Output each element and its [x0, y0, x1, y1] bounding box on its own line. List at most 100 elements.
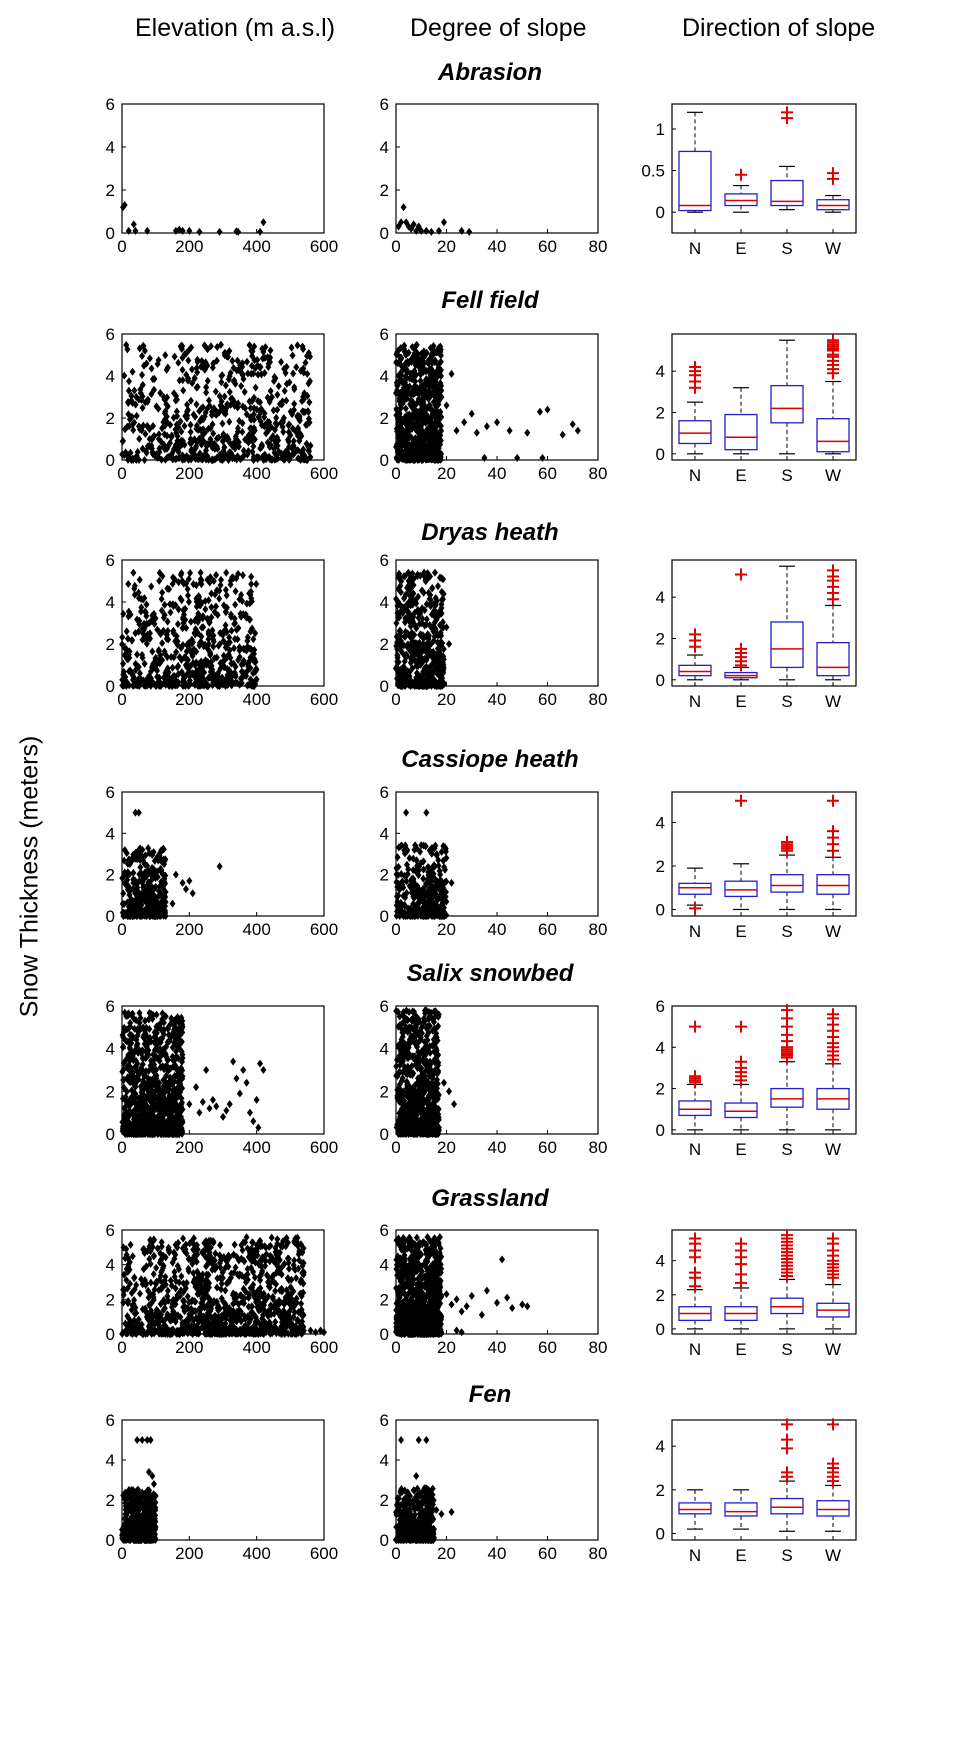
data-point	[208, 455, 215, 464]
data-point	[214, 409, 221, 418]
data-point	[119, 633, 126, 642]
data-point	[155, 453, 162, 462]
x-tick-label: 20	[437, 920, 456, 939]
y-tick-label: 4	[380, 367, 389, 386]
data-point	[400, 203, 407, 212]
y-tick-label: 2	[106, 409, 115, 428]
data-point	[184, 400, 191, 409]
data-point	[139, 444, 146, 453]
data-point	[158, 594, 165, 603]
data-point	[135, 808, 142, 817]
box	[724, 193, 758, 207]
x-tick-label: 400	[242, 690, 270, 709]
data-point	[155, 404, 162, 413]
data-point	[446, 640, 453, 648]
data-point	[248, 572, 255, 581]
x-tick-label: 400	[242, 464, 270, 483]
data-point	[119, 437, 126, 446]
data-point	[204, 376, 211, 385]
x-tick-label: 0	[117, 237, 126, 256]
data-point	[239, 571, 246, 580]
y-tick-label: 2	[106, 181, 115, 200]
data-point	[201, 341, 208, 350]
data-point	[443, 623, 450, 632]
data-point	[169, 899, 176, 908]
data-point	[306, 398, 313, 407]
data-point	[250, 410, 257, 419]
category-label: E	[735, 466, 746, 485]
y-tick-label: 1	[656, 120, 665, 139]
data-point	[286, 451, 293, 460]
data-point	[239, 402, 246, 411]
data-point	[181, 422, 188, 431]
x-tick-label: 200	[175, 237, 203, 256]
data-point	[263, 455, 270, 464]
y-tick-label: 0	[656, 900, 665, 919]
y-tick-label: 0	[380, 451, 389, 470]
y-tick-label: 2	[656, 629, 665, 648]
data-point	[209, 1095, 216, 1104]
category-label: S	[781, 692, 792, 711]
category-label: N	[689, 239, 701, 258]
y-tick-label: 6	[106, 325, 115, 344]
data-point	[235, 442, 242, 451]
data-point	[218, 575, 225, 584]
category-label: S	[781, 239, 792, 258]
data-point	[257, 398, 264, 407]
data-point	[196, 227, 203, 236]
data-point	[189, 379, 196, 388]
data-point	[240, 1066, 247, 1074]
panel-title: Cassiope heath	[401, 746, 578, 773]
data-point	[238, 369, 245, 378]
data-point	[201, 361, 208, 370]
data-point	[294, 341, 301, 350]
data-point	[121, 201, 128, 210]
data-point	[458, 226, 465, 235]
data-point	[258, 405, 265, 414]
data-point	[461, 418, 468, 427]
category-label: S	[781, 466, 792, 485]
data-point	[133, 392, 140, 401]
data-point	[125, 226, 132, 235]
data-point	[148, 364, 155, 373]
data-point	[159, 639, 166, 648]
data-point	[222, 381, 229, 390]
data-point	[220, 1112, 226, 1121]
data-point	[139, 403, 146, 412]
x-tick-label: 0	[117, 464, 126, 483]
data-point	[125, 397, 132, 406]
data-point	[173, 407, 180, 416]
data-point	[203, 388, 210, 397]
data-point	[270, 376, 277, 385]
y-tick-label: 0	[106, 677, 115, 696]
y-tick-label: 4	[106, 367, 115, 386]
category-label: N	[689, 922, 701, 941]
plot-frame	[395, 103, 599, 234]
data-point	[207, 342, 214, 351]
data-point	[130, 568, 137, 577]
data-point	[206, 1104, 213, 1113]
data-point	[146, 354, 153, 363]
data-point	[282, 369, 289, 378]
data-point	[170, 389, 177, 398]
data-point	[216, 594, 223, 603]
data-point	[159, 588, 166, 597]
data-point	[300, 445, 307, 454]
data-point	[283, 396, 290, 405]
data-point	[163, 400, 170, 409]
data-point	[272, 419, 279, 428]
data-point	[289, 351, 296, 360]
data-point	[267, 386, 274, 395]
data-point	[301, 389, 308, 398]
x-tick-label: 400	[242, 237, 270, 256]
y-tick-label: 6	[380, 325, 389, 344]
y-tick-label: 2	[106, 1082, 115, 1101]
data-point	[247, 404, 254, 413]
data-point	[155, 430, 162, 439]
data-point	[144, 395, 151, 404]
data-point	[141, 346, 148, 355]
data-point	[186, 876, 193, 885]
category-label: N	[689, 466, 701, 485]
